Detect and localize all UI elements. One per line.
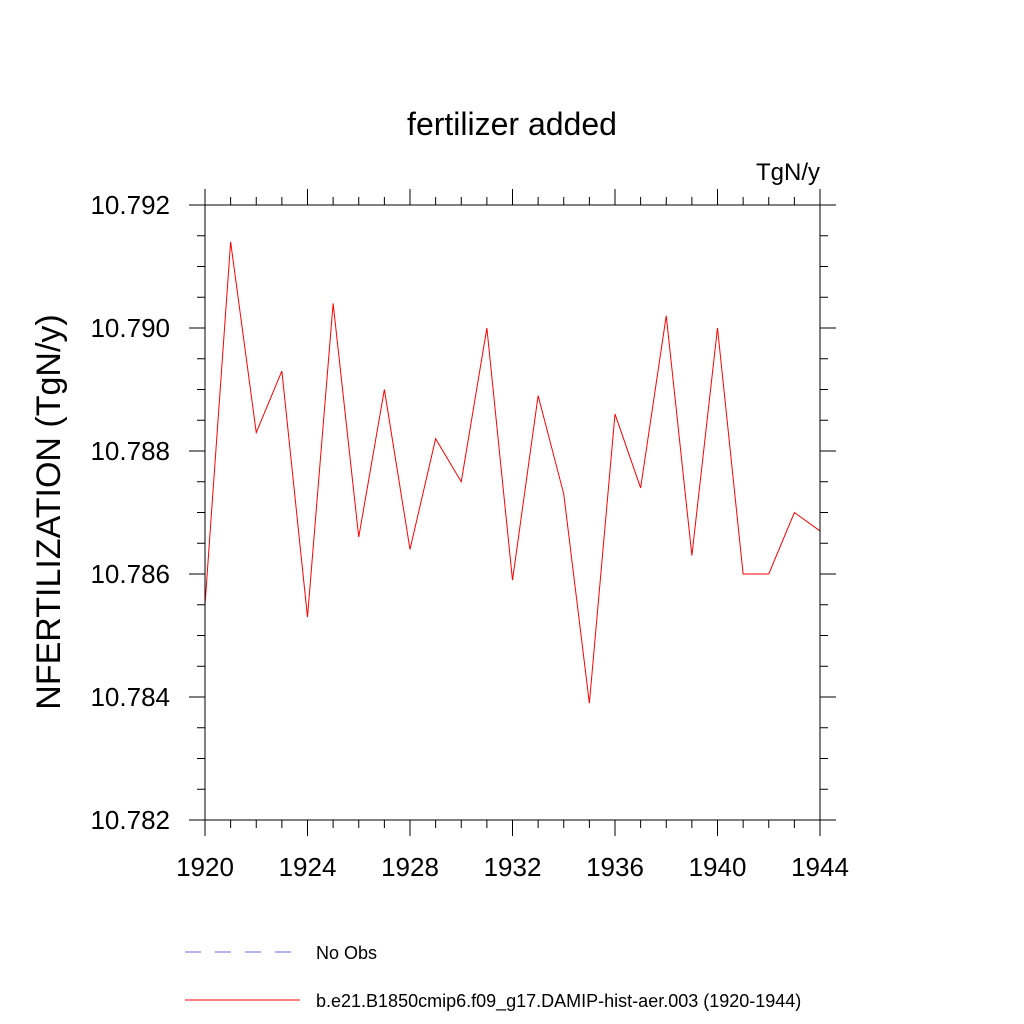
y-tick-label: 10.792 (90, 190, 170, 220)
plot-frame (204, 204, 821, 821)
legend-label: No Obs (316, 943, 377, 963)
y-tick-label: 10.790 (90, 313, 170, 343)
chart-title: fertilizer added (407, 106, 617, 142)
y-tick-label: 10.786 (90, 559, 170, 589)
units-label: TgN/y (756, 159, 820, 186)
y-tick-labels: 10.782 10.784 10.786 10.788 10.790 10.792 (90, 190, 170, 835)
y-tick-label: 10.782 (90, 805, 170, 835)
series-group (204, 241, 821, 704)
x-tick-label: 1920 (176, 852, 234, 882)
x-tick-label: 1944 (791, 852, 849, 882)
series-line (204, 241, 821, 704)
y-tick-label: 10.784 (90, 682, 170, 712)
axis-ticks (189, 189, 836, 836)
legend-label: b.e21.B1850cmip6.f09_g17.DAMIP-hist-aer.… (316, 991, 801, 1012)
y-axis-label: NFERTILIZATION (TgN/y) (30, 314, 68, 709)
legend: No Obs b.e21.B1850cmip6.f09_g17.DAMIP-his… (185, 943, 801, 1012)
x-tick-label: 1928 (381, 852, 439, 882)
y-tick-label: 10.788 (90, 436, 170, 466)
x-tick-label: 1924 (279, 852, 337, 882)
x-tick-labels: 1920 1924 1928 1932 1936 1940 1944 (176, 852, 849, 882)
x-tick-label: 1940 (689, 852, 747, 882)
x-tick-label: 1932 (484, 852, 542, 882)
x-tick-label: 1936 (586, 852, 644, 882)
